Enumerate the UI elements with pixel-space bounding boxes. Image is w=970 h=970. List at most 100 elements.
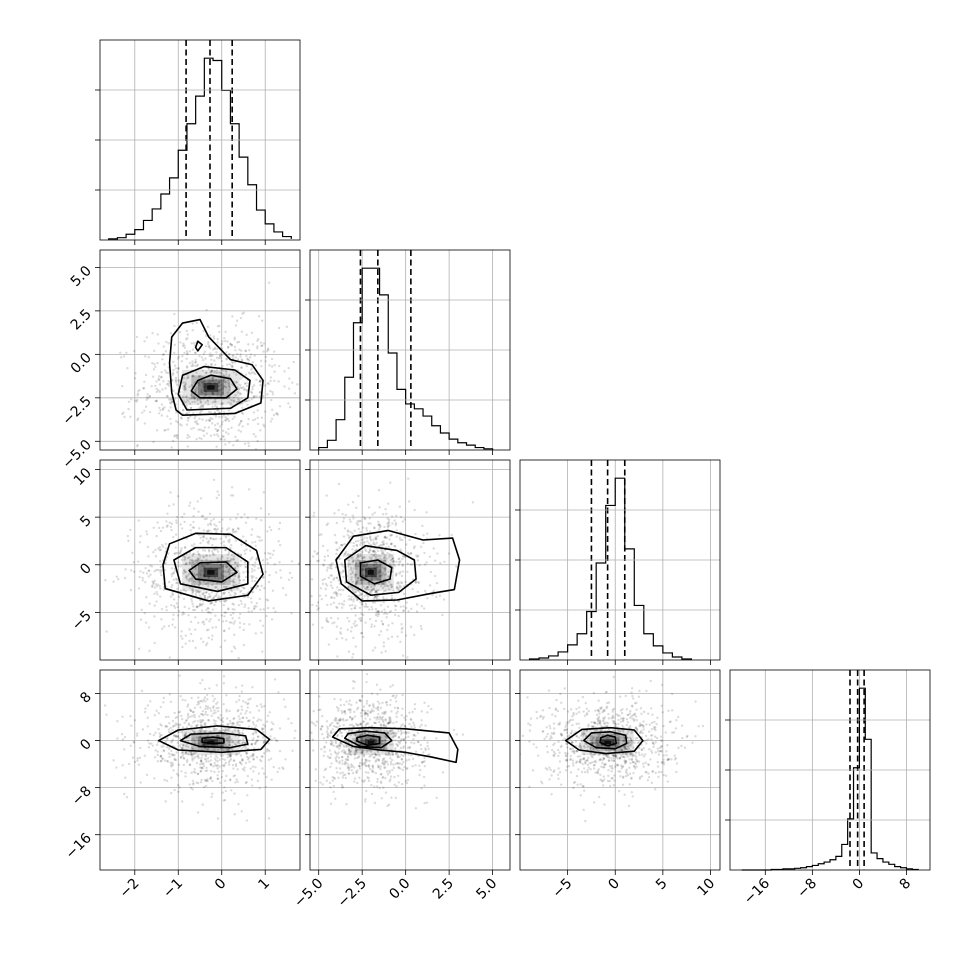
scatter-point (221, 791, 224, 794)
scatter-point (358, 728, 361, 731)
scatter-point (259, 719, 263, 722)
scatter-point (250, 570, 254, 573)
scatter-point (160, 607, 164, 611)
scatter-point (179, 589, 183, 592)
scatter-point (598, 721, 602, 724)
scatter-point (374, 591, 377, 594)
scatter-point (662, 761, 665, 764)
scatter-point (138, 575, 141, 579)
scatter-point (232, 578, 236, 581)
scatter-point (426, 744, 429, 748)
scatter-point (233, 530, 237, 534)
scatter-point (232, 396, 235, 399)
scatter-point (271, 408, 274, 412)
scatter-point (370, 586, 373, 589)
scatter-point (240, 705, 243, 708)
scatter-point (406, 570, 409, 574)
scatter-point (258, 391, 262, 394)
scatter-point (404, 731, 408, 734)
scatter-point (161, 357, 164, 361)
scatter-point (206, 713, 209, 717)
scatter-point (368, 767, 372, 771)
scatter-point (180, 558, 184, 562)
scatter-point (249, 755, 253, 758)
scatter-point (242, 699, 245, 703)
scatter-point (193, 572, 196, 576)
scatter-point (557, 748, 560, 752)
scatter-point (336, 733, 340, 737)
scatter-point (386, 522, 389, 525)
scatter-point (185, 561, 188, 565)
scatter-point (181, 645, 184, 649)
scatter-point (226, 560, 230, 563)
scatter-point (180, 630, 183, 633)
scatter-point (368, 718, 372, 721)
scatter-point (332, 577, 336, 580)
scatter-point (192, 710, 195, 714)
scatter-point (185, 366, 189, 369)
scatter-point (359, 751, 362, 754)
scatter-point (661, 761, 664, 764)
scatter-point (246, 596, 250, 599)
scatter-point (226, 570, 230, 574)
axes-frame (309, 249, 511, 451)
scatter-point (177, 723, 180, 727)
scatter-point (194, 415, 197, 418)
scatter-point (279, 569, 282, 572)
scatter-point (211, 354, 214, 357)
scatter-point (215, 706, 218, 710)
scatter-point (391, 522, 394, 525)
scatter-point (193, 739, 196, 742)
scatter-point (124, 568, 127, 571)
scatter-point (311, 603, 314, 607)
scatter-point (213, 548, 216, 551)
scatter-point (205, 554, 208, 557)
scatter-point (316, 601, 320, 604)
scatter-point (240, 420, 243, 423)
scatter-point (178, 730, 181, 734)
scatter-point (258, 380, 261, 383)
scatter-point (187, 417, 191, 420)
scatter-point (255, 395, 258, 398)
scatter-point (206, 540, 209, 544)
scatter-point (333, 533, 337, 537)
density-cell (207, 570, 215, 575)
scatter-point (239, 754, 243, 757)
scatter-point (614, 723, 618, 726)
scatter-point (228, 743, 231, 747)
scatter-point (356, 555, 359, 559)
scatter-point (268, 749, 271, 753)
scatter-point (367, 722, 370, 725)
scatter-point (624, 747, 627, 750)
scatter-point (347, 748, 351, 752)
scatter-point (401, 693, 404, 697)
scatter-point (334, 751, 338, 755)
scatter-point (344, 712, 347, 715)
scatter-point (211, 370, 214, 373)
scatter-point (233, 792, 236, 795)
scatter-point (205, 558, 208, 561)
scatter-point (233, 774, 237, 777)
scatter-point (151, 332, 154, 335)
scatter-point (378, 523, 381, 526)
scatter-point (359, 712, 363, 715)
scatter-point (374, 543, 377, 546)
scatter-point (361, 709, 364, 712)
scatter-point (152, 550, 155, 554)
scatter-point (384, 752, 387, 755)
scatter-point (205, 432, 209, 435)
scatter-point (179, 694, 182, 698)
scatter-point (294, 729, 297, 733)
scatter-point (181, 611, 185, 614)
scatter-point (260, 539, 264, 542)
scatter-point (433, 574, 437, 578)
scatter-point (389, 721, 392, 724)
scatter-point (420, 605, 423, 608)
scatter-point (384, 536, 387, 540)
scatter-point (176, 722, 179, 726)
scatter-point (119, 356, 123, 359)
scatter-point (192, 374, 195, 378)
scatter-point (338, 602, 341, 605)
scatter-point (378, 570, 382, 574)
